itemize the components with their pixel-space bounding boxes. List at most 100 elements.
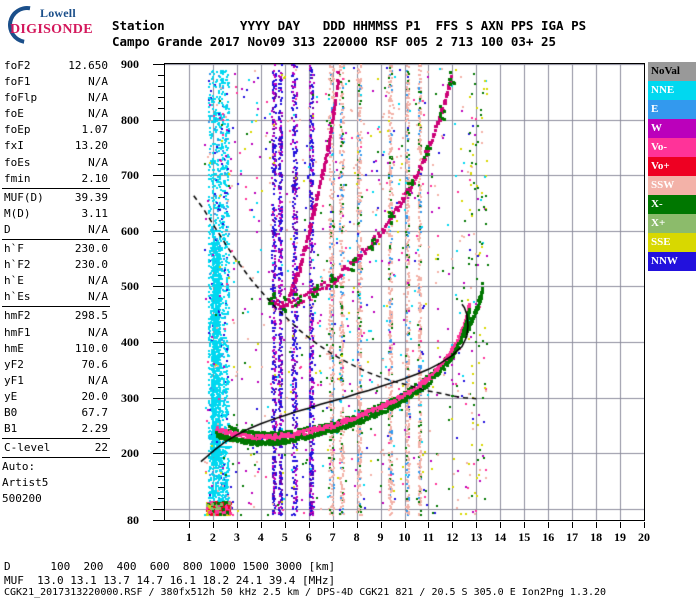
legend-item-noval[interactable]: NoVal xyxy=(648,62,696,81)
x-tick-label: 9 xyxy=(377,530,384,544)
y-tick xyxy=(153,342,164,344)
param-row: foEp 1.07 xyxy=(2,122,110,138)
param-row: foFlp N/A xyxy=(2,90,110,106)
legend-item-nnw[interactable]: NNW xyxy=(648,252,696,271)
param-note: 500200 xyxy=(2,492,42,506)
x-tick-label: 19 xyxy=(614,530,627,544)
ionogram-canvas[interactable] xyxy=(165,64,644,520)
param-value: 110.0 xyxy=(74,341,108,355)
y-tick-label: 800 xyxy=(121,112,139,127)
legend-item-w[interactable]: W xyxy=(648,119,696,138)
x-tick-label: 3 xyxy=(233,530,240,544)
param-value: N/A xyxy=(88,155,108,169)
logo-digisonde-text: DIGISONDE xyxy=(10,22,93,37)
direction-legend: NoVal NNE E W Vo- Vo+ SSW X- X+ SSE NNW xyxy=(648,62,696,271)
param-row: D N/A xyxy=(2,222,110,238)
param-row: hmF1 N/A xyxy=(2,325,110,341)
legend-item-vo-[interactable]: Vo- xyxy=(648,138,696,157)
param-row: yF1 N/A xyxy=(2,373,110,389)
param-row: foF1 N/A xyxy=(2,74,110,90)
param-row: C-level 22 xyxy=(2,440,110,456)
param-row: h`F 230.0 xyxy=(2,241,110,257)
footer-muf-line: MUF 13.0 13.1 13.7 14.7 16.1 18.2 24.1 3… xyxy=(4,573,336,587)
param-key: foEs xyxy=(4,155,31,169)
param-value: N/A xyxy=(88,274,108,288)
param-value: 230.0 xyxy=(74,258,108,272)
param-key: yE xyxy=(4,389,18,403)
param-row: foEs N/A xyxy=(2,155,110,171)
y-tick xyxy=(158,208,164,210)
y-tick xyxy=(158,97,164,99)
y-tick xyxy=(158,241,164,243)
y-tick xyxy=(158,86,164,88)
x-tick xyxy=(332,522,334,528)
x-tick xyxy=(500,522,502,528)
y-tick xyxy=(153,119,164,121)
y-tick xyxy=(158,408,164,410)
y-tick xyxy=(153,286,164,288)
param-divider xyxy=(2,306,110,308)
param-value: N/A xyxy=(88,373,108,387)
legend-item-x-[interactable]: X- xyxy=(648,195,696,214)
y-tick xyxy=(158,297,164,299)
y-tick xyxy=(158,431,164,433)
param-value: 3.11 xyxy=(81,206,109,220)
x-tick-label: 8 xyxy=(353,530,360,544)
param-value: 20.0 xyxy=(81,389,109,403)
ionogram-plot[interactable] xyxy=(164,63,645,521)
x-tick xyxy=(620,522,622,528)
station-header: Station YYYY DAY DDD HHMMSS P1 FFS S AXN… xyxy=(112,18,586,50)
legend-item-nne[interactable]: NNE xyxy=(648,81,696,100)
x-tick xyxy=(308,522,310,528)
y-tick xyxy=(153,175,164,177)
param-row: h`F2 230.0 xyxy=(2,257,110,273)
param-key: C-level xyxy=(4,441,51,455)
param-row: yE 20.0 xyxy=(2,389,110,405)
y-tick xyxy=(158,186,164,188)
legend-item-ssw[interactable]: SSW xyxy=(648,176,696,195)
param-key: foF2 xyxy=(4,59,31,72)
param-key: hmF2 xyxy=(4,309,31,323)
param-row: yF2 70.6 xyxy=(2,357,110,373)
param-key: fmin xyxy=(4,171,31,185)
param-key: h`F2 xyxy=(4,258,31,272)
param-value: 2.10 xyxy=(81,171,109,185)
param-value: N/A xyxy=(88,290,108,304)
param-key: M(D) xyxy=(4,206,31,220)
x-tick xyxy=(260,522,262,528)
param-row: M(D) 3.11 xyxy=(2,206,110,222)
param-row: foE N/A xyxy=(2,106,110,122)
digisonde-logo: Lowell DIGISONDE xyxy=(0,0,116,52)
y-tick xyxy=(158,319,164,321)
y-tick xyxy=(158,275,164,277)
legend-item-e[interactable]: E xyxy=(648,100,696,119)
x-tick-label: 5 xyxy=(281,530,288,544)
y-tick xyxy=(158,442,164,444)
y-tick xyxy=(158,308,164,310)
legend-item-x-[interactable]: X+ xyxy=(648,214,696,233)
y-tick xyxy=(158,130,164,132)
param-key: yF2 xyxy=(4,357,24,371)
y-tick xyxy=(158,364,164,366)
param-value: 39.39 xyxy=(74,190,108,204)
x-tick-label: 17 xyxy=(566,530,579,544)
logo-lowell-text: Lowell xyxy=(40,6,76,20)
x-tick xyxy=(404,522,406,528)
x-tick-label: 18 xyxy=(590,530,603,544)
x-tick xyxy=(452,522,454,528)
param-value: N/A xyxy=(88,107,108,121)
x-tick-label: 20 xyxy=(638,530,650,544)
param-key: h`F xyxy=(4,242,24,256)
y-tick xyxy=(153,64,164,65)
x-tick-label: 6 xyxy=(305,530,312,544)
param-key: foEp xyxy=(4,123,31,137)
param-row: hmE 110.0 xyxy=(2,341,110,357)
legend-item-sse[interactable]: SSE xyxy=(648,233,696,252)
file-info-footer: CGK21_2017313220000.RSF / 380fx512h 50 k… xyxy=(4,587,607,598)
param-value: 230.0 xyxy=(74,242,108,256)
y-tick xyxy=(158,475,164,477)
param-key: hmE xyxy=(4,341,24,355)
legend-item-vo-[interactable]: Vo+ xyxy=(648,157,696,176)
param-value: N/A xyxy=(88,91,108,105)
param-value: N/A xyxy=(88,325,108,339)
